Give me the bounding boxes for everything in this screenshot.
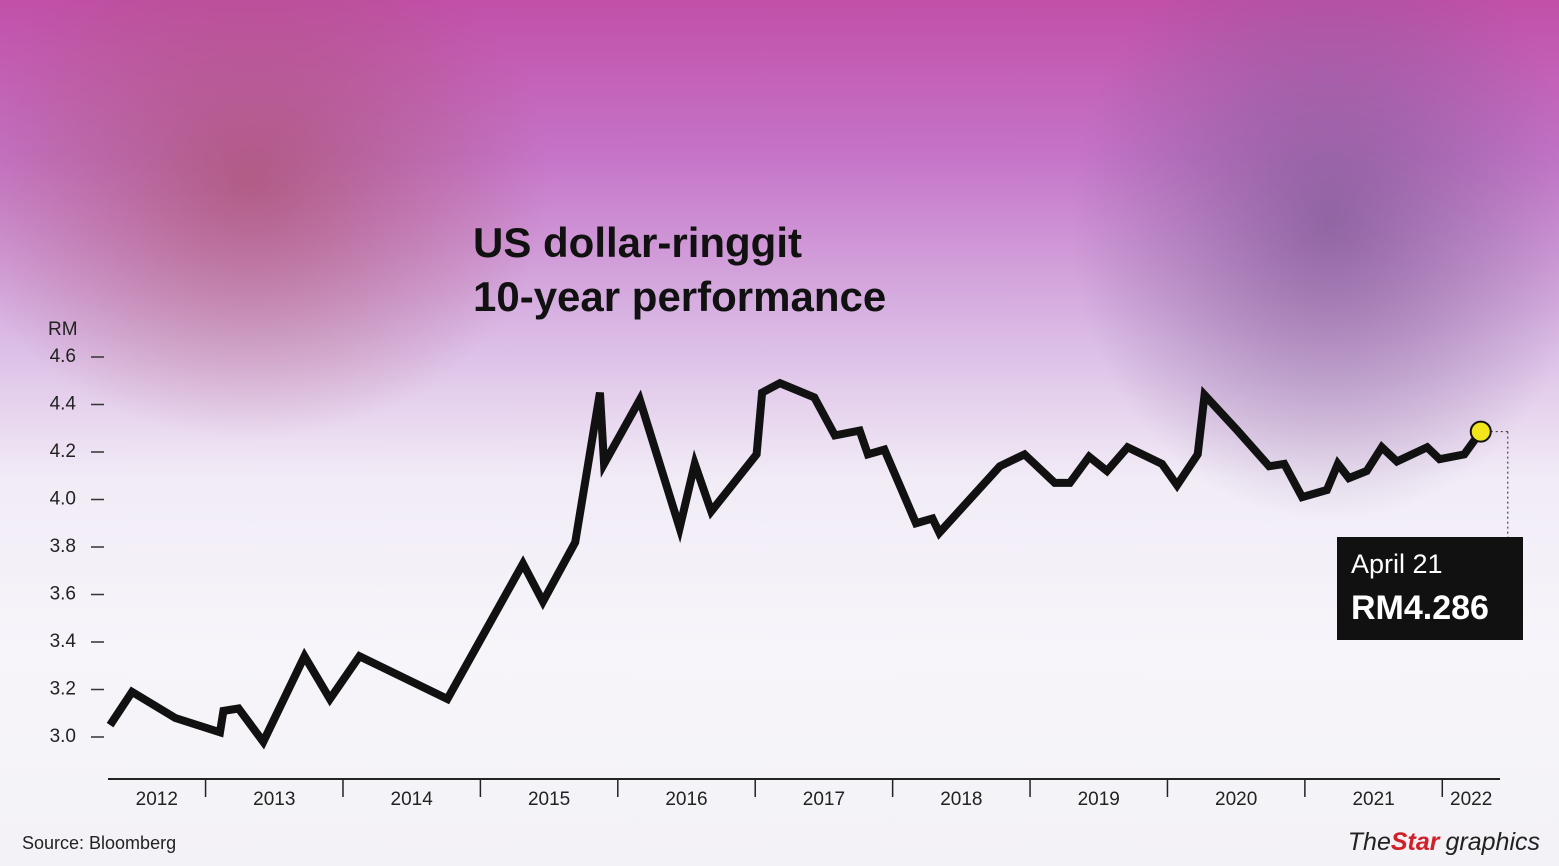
x-tick-label: 2019 [1078, 789, 1120, 810]
x-tick-label: 2017 [803, 789, 845, 810]
x-tick-label: 2018 [940, 789, 982, 810]
y-tick-label: 3.0 [50, 726, 76, 747]
source: Source: Bloomberg [22, 833, 176, 853]
annotation-date: April 21 [1351, 549, 1443, 579]
y-tick-label: 3.6 [50, 584, 76, 605]
x-tick-label: 2012 [136, 789, 178, 810]
annotation-box [1337, 537, 1523, 640]
line [106, 378, 1485, 750]
x-tick-label: 2014 [391, 789, 434, 810]
x-tick-label: 2020 [1215, 789, 1257, 810]
y-tick-label: 4.6 [50, 346, 76, 367]
y-tick-label: 4.4 [50, 394, 77, 415]
end-marker [1469, 420, 1492, 443]
y-tick-label: 4.2 [50, 441, 76, 462]
chart-title: US dollar-ringgit [473, 219, 802, 266]
x-tick-label: 2013 [253, 789, 295, 810]
logo: TheStar graphics [1348, 828, 1540, 856]
y-tick-label: 3.8 [50, 536, 76, 557]
logo-part: The [1348, 828, 1391, 856]
x-tick-label: 2021 [1352, 789, 1394, 810]
chart-subtitle: 10-year performance [473, 273, 886, 320]
x-tick-label: 2015 [528, 789, 570, 810]
y-tick-label: 3.2 [50, 679, 76, 700]
logo-part: graphics [1446, 828, 1541, 856]
x-tick-label: 2016 [665, 789, 707, 810]
y-tick-label: 3.4 [50, 631, 77, 652]
x-tick-label: 2022 [1450, 789, 1492, 810]
value-label: RM4.286 [1351, 589, 1489, 627]
logo-part: Star [1391, 828, 1441, 856]
y-tick-label: 4.0 [50, 489, 76, 510]
y-axis-label: RM [48, 319, 78, 340]
